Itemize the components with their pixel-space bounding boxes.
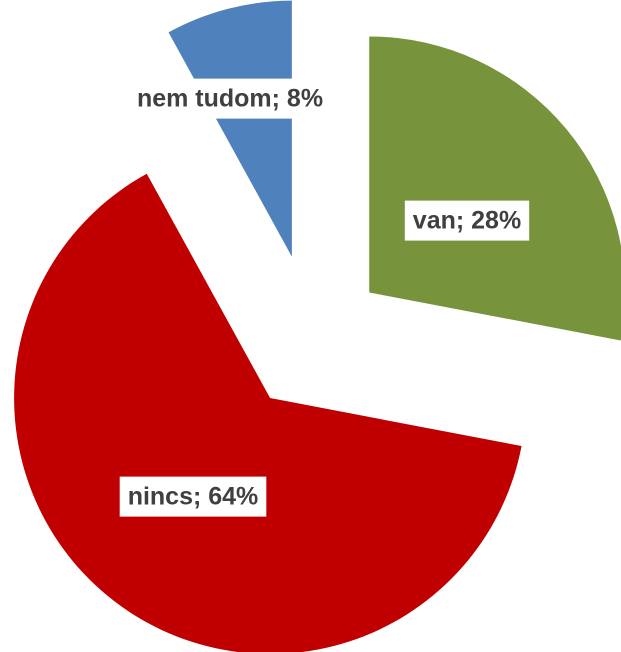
label-box (128, 78, 332, 119)
label-box (404, 200, 530, 241)
pie-slice (14, 173, 522, 652)
pie-slice (369, 36, 621, 341)
data-label: nincs; 64% (128, 483, 259, 511)
pie-slice (168, 0, 292, 257)
data-label: nem tudom; 8% (137, 85, 323, 113)
data-label: van; 28% (413, 207, 521, 235)
label-box (119, 476, 267, 517)
